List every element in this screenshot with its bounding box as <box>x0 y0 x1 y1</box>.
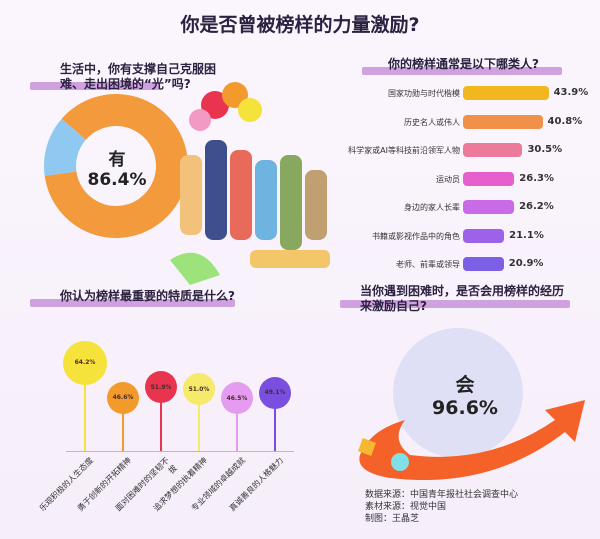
bar-label: 历史名人或伟人 <box>404 117 460 127</box>
bar-label: 科学家或AI等科技前沿领军人物 <box>348 146 460 155</box>
lollipop-head: 46.6% <box>107 381 139 414</box>
q3-title: 你认为榜样最重要的特质是什么? <box>60 289 235 303</box>
bar <box>463 143 523 157</box>
bar <box>463 86 549 100</box>
bar-value: 21.1% <box>509 229 544 241</box>
bar-value: 40.8% <box>547 115 583 127</box>
credit-data-source: 数据来源：中国青年报社社会调查中心 <box>365 490 519 500</box>
lollipop-value: 51.9% <box>150 383 172 391</box>
lollipop-value: 46.5% <box>226 394 248 402</box>
arrow-graphic <box>358 400 585 480</box>
value-number: 96.6% <box>432 397 498 419</box>
donut-label: 有 <box>108 150 126 170</box>
bar-label: 老师、前辈或领导 <box>396 260 460 269</box>
lollipop-value: 51.0% <box>188 385 210 393</box>
lollipop-baseline <box>66 451 294 452</box>
bar-value: 30.5% <box>527 144 563 155</box>
q1-title: 生活中，你有支撑自己克服困难、走出困境的“光”吗? <box>60 62 217 91</box>
bar-value: 43.9% <box>553 87 589 98</box>
lollipop-value: 49.1% <box>264 389 286 397</box>
donut-chart <box>44 94 189 238</box>
lollipop-value: 64.2% <box>74 359 96 367</box>
bar <box>463 114 543 129</box>
credit-author: 制图：王晶芝 <box>365 514 420 524</box>
lollipop-stem <box>84 362 86 451</box>
value-label: 会 <box>455 374 475 396</box>
bar-value: 26.2% <box>519 201 554 212</box>
bar <box>463 200 515 214</box>
credit-material-source: 素材来源：视觉中国 <box>365 502 447 512</box>
lollipop-stem <box>160 387 162 451</box>
bar-label: 国家功勋与时代楷模 <box>388 89 460 98</box>
section-underline <box>340 300 570 308</box>
lollipop-head: 51.9% <box>145 371 177 404</box>
bar-value: 20.9% <box>508 258 544 269</box>
lollipop-stem <box>236 398 238 451</box>
q4-title: 当你遇到困难时，是否会用榜样的经历来激励自己? <box>360 284 565 313</box>
donut-slice-1 <box>44 118 86 176</box>
value-circle <box>393 328 523 458</box>
section-underline <box>362 67 562 75</box>
bar <box>463 257 504 271</box>
lollipop-stem <box>122 397 124 451</box>
section-underline <box>30 299 235 307</box>
lollipop-value: 46.6% <box>112 394 134 402</box>
lollipop-head: 51.0% <box>183 373 215 405</box>
lollipop-stem <box>198 389 200 451</box>
lollipop-head: 64.2% <box>63 340 107 385</box>
bar-value: 26.3% <box>519 172 554 184</box>
page-title: 你是否曾被榜样的力量激励? <box>180 14 420 36</box>
bar-label: 书籍或影视作品中的角色 <box>372 231 460 241</box>
bar <box>463 228 505 243</box>
lollipop-stem <box>274 392 276 451</box>
lollipop-head: 46.5% <box>221 382 253 414</box>
donut-slice-0 <box>44 94 189 238</box>
bar <box>463 171 515 186</box>
people-illustration <box>170 82 330 285</box>
lollipop-head: 49.1% <box>259 376 291 409</box>
q2-title: 你的榜样通常是以下哪类人? <box>388 57 539 71</box>
section-underline <box>30 82 160 90</box>
bar-label: 运动员 <box>436 174 460 184</box>
bar-label: 身边的家人长辈 <box>404 203 460 212</box>
donut-value: 86.4% <box>87 170 147 190</box>
